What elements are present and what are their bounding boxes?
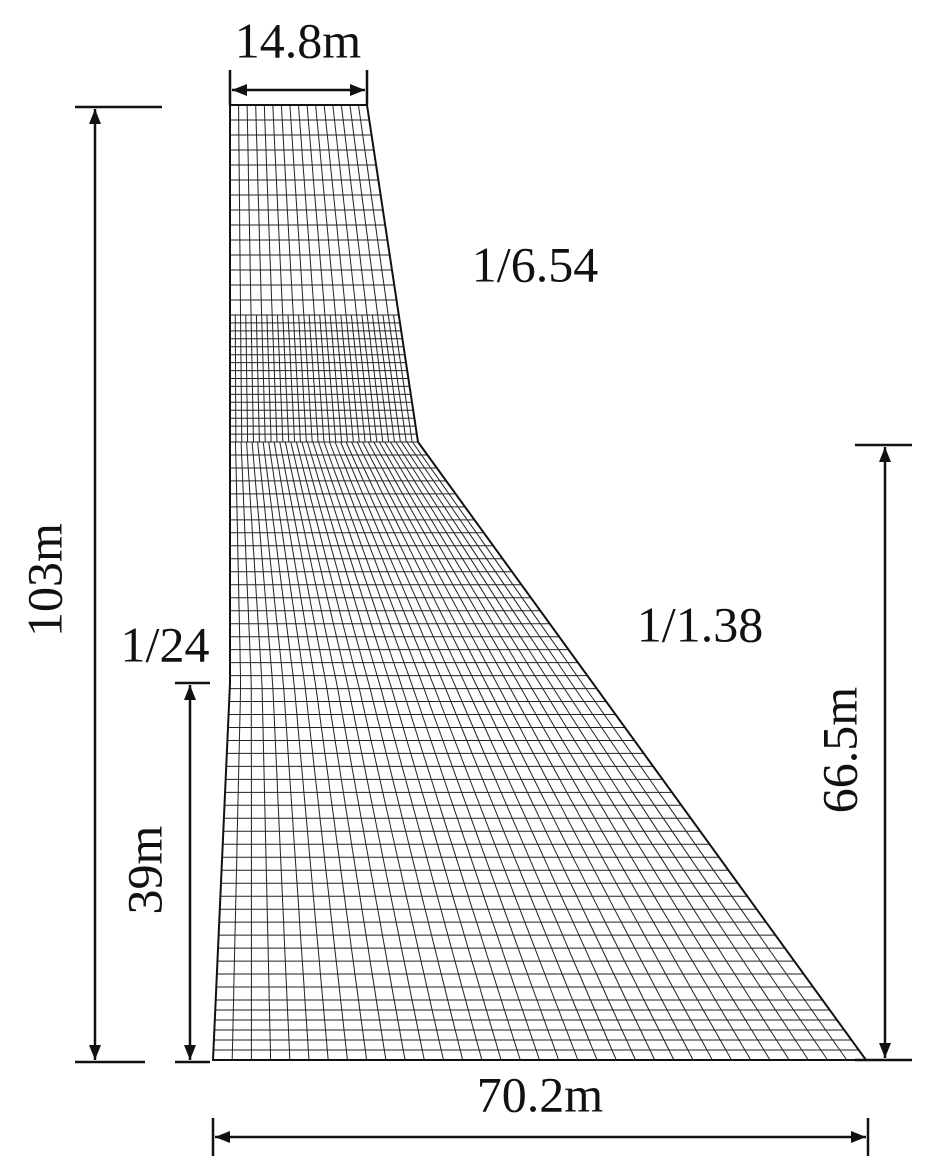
slope-label: 1/24 — [121, 616, 210, 672]
slope-label: 1/1.38 — [637, 596, 763, 652]
base-width-label: 70.2m — [477, 1066, 604, 1122]
crest-width-label: 14.8m — [235, 12, 362, 68]
slope-label: 1/6.54 — [472, 236, 598, 292]
upstream-height-label: 39m — [116, 825, 172, 914]
downstream-height-label: 66.5m — [811, 687, 867, 814]
height-label: 103m — [16, 523, 72, 637]
